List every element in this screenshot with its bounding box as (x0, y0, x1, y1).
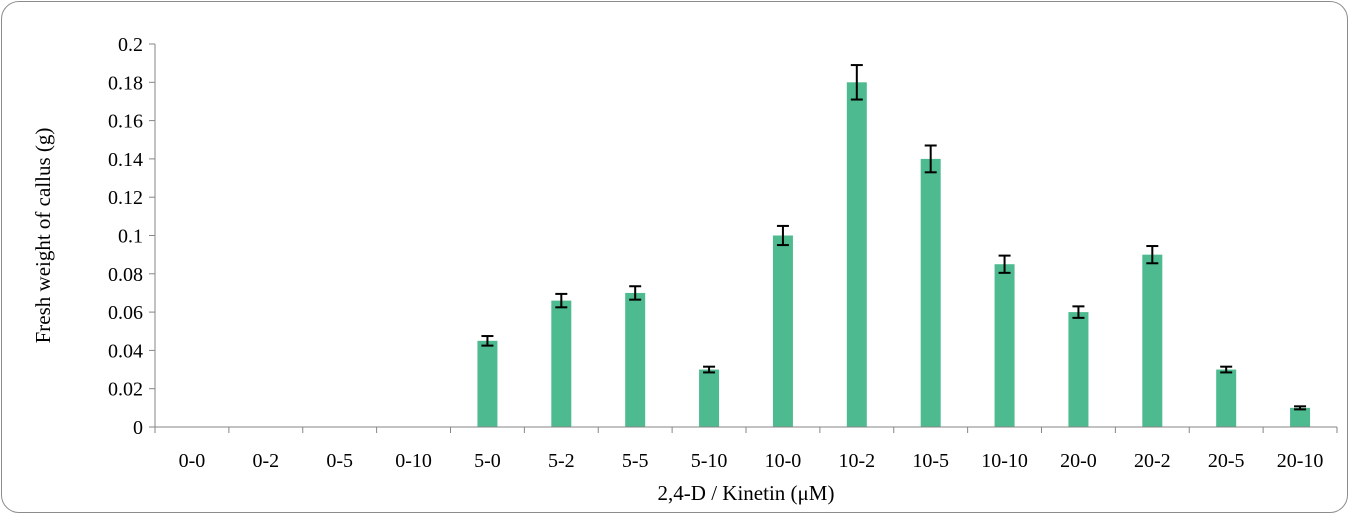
x-tick-label: 20-0 (1060, 450, 1097, 472)
y-tick-label: 0.1 (118, 226, 143, 248)
y-tick-label: 0.18 (108, 72, 143, 94)
y-axis-ticks: 0 0.02 0.04 0.06 0.08 0.1 0.12 0.14 0.16 0.18 0.2 (108, 34, 155, 439)
bar (1142, 254, 1163, 427)
error-bar (703, 365, 716, 374)
x-tick-label: 10-0 (765, 450, 802, 472)
error-bar (1294, 405, 1307, 411)
bar (772, 235, 793, 427)
error-bars (481, 64, 1307, 411)
x-tick-label: 5-0 (474, 450, 501, 472)
x-tick-label: 0-10 (395, 450, 432, 472)
error-bar (1220, 365, 1233, 374)
bar (846, 82, 867, 428)
bar-series (477, 82, 1311, 428)
x-tick-label: 0-5 (326, 450, 353, 472)
x-tick-label: 5-2 (548, 450, 575, 472)
y-tick-label: 0.04 (108, 340, 143, 362)
bar (920, 158, 941, 427)
error-bar (850, 64, 863, 101)
error-bar (1146, 245, 1159, 265)
bar (1068, 312, 1089, 427)
y-axis-title: Fresh weight of callus (g) (31, 128, 55, 344)
error-bar (1072, 305, 1085, 319)
x-tick-label: 20-2 (1134, 450, 1171, 472)
error-bar (776, 224, 789, 247)
y-tick-label: 0 (133, 417, 143, 439)
bar (699, 369, 720, 427)
y-tick-label: 0.12 (108, 187, 143, 209)
bar (551, 300, 572, 427)
x-tick-label: 10-5 (912, 450, 949, 472)
x-tick-label: 5-5 (622, 450, 649, 472)
y-tick-label: 0.08 (108, 264, 143, 286)
error-bar (924, 144, 937, 174)
x-tick-label: 20-10 (1277, 450, 1324, 472)
x-tick-label: 5-10 (691, 450, 728, 472)
x-tick-label: 10-2 (838, 450, 875, 472)
error-bar (998, 254, 1011, 274)
x-tick-label: 0-2 (252, 450, 279, 472)
x-axis-ticks: 0-0 0-2 0-5 0-10 5-0 5-2 5-5 5-10 10-0 10-2 10-5 10… (154, 427, 1338, 472)
y-tick-label: 0.02 (108, 379, 143, 401)
y-tick-label: 0.06 (108, 302, 143, 324)
error-bar (481, 335, 494, 347)
y-tick-label: 0.14 (108, 149, 143, 171)
x-tick-label: 10-10 (981, 450, 1028, 472)
y-tick-label: 0.2 (118, 34, 143, 56)
x-tick-label: 20-5 (1208, 450, 1245, 472)
bar (1216, 369, 1237, 427)
x-tick-label: 0-0 (179, 450, 206, 472)
bar (1290, 407, 1311, 427)
bar (625, 292, 646, 427)
error-bar (555, 292, 568, 309)
bar (994, 264, 1015, 427)
bar (477, 340, 498, 427)
x-axis-title: 2,4-D / Kinetin (μM) (658, 481, 835, 505)
y-tick-label: 0.16 (108, 111, 143, 133)
error-bar (629, 285, 642, 301)
